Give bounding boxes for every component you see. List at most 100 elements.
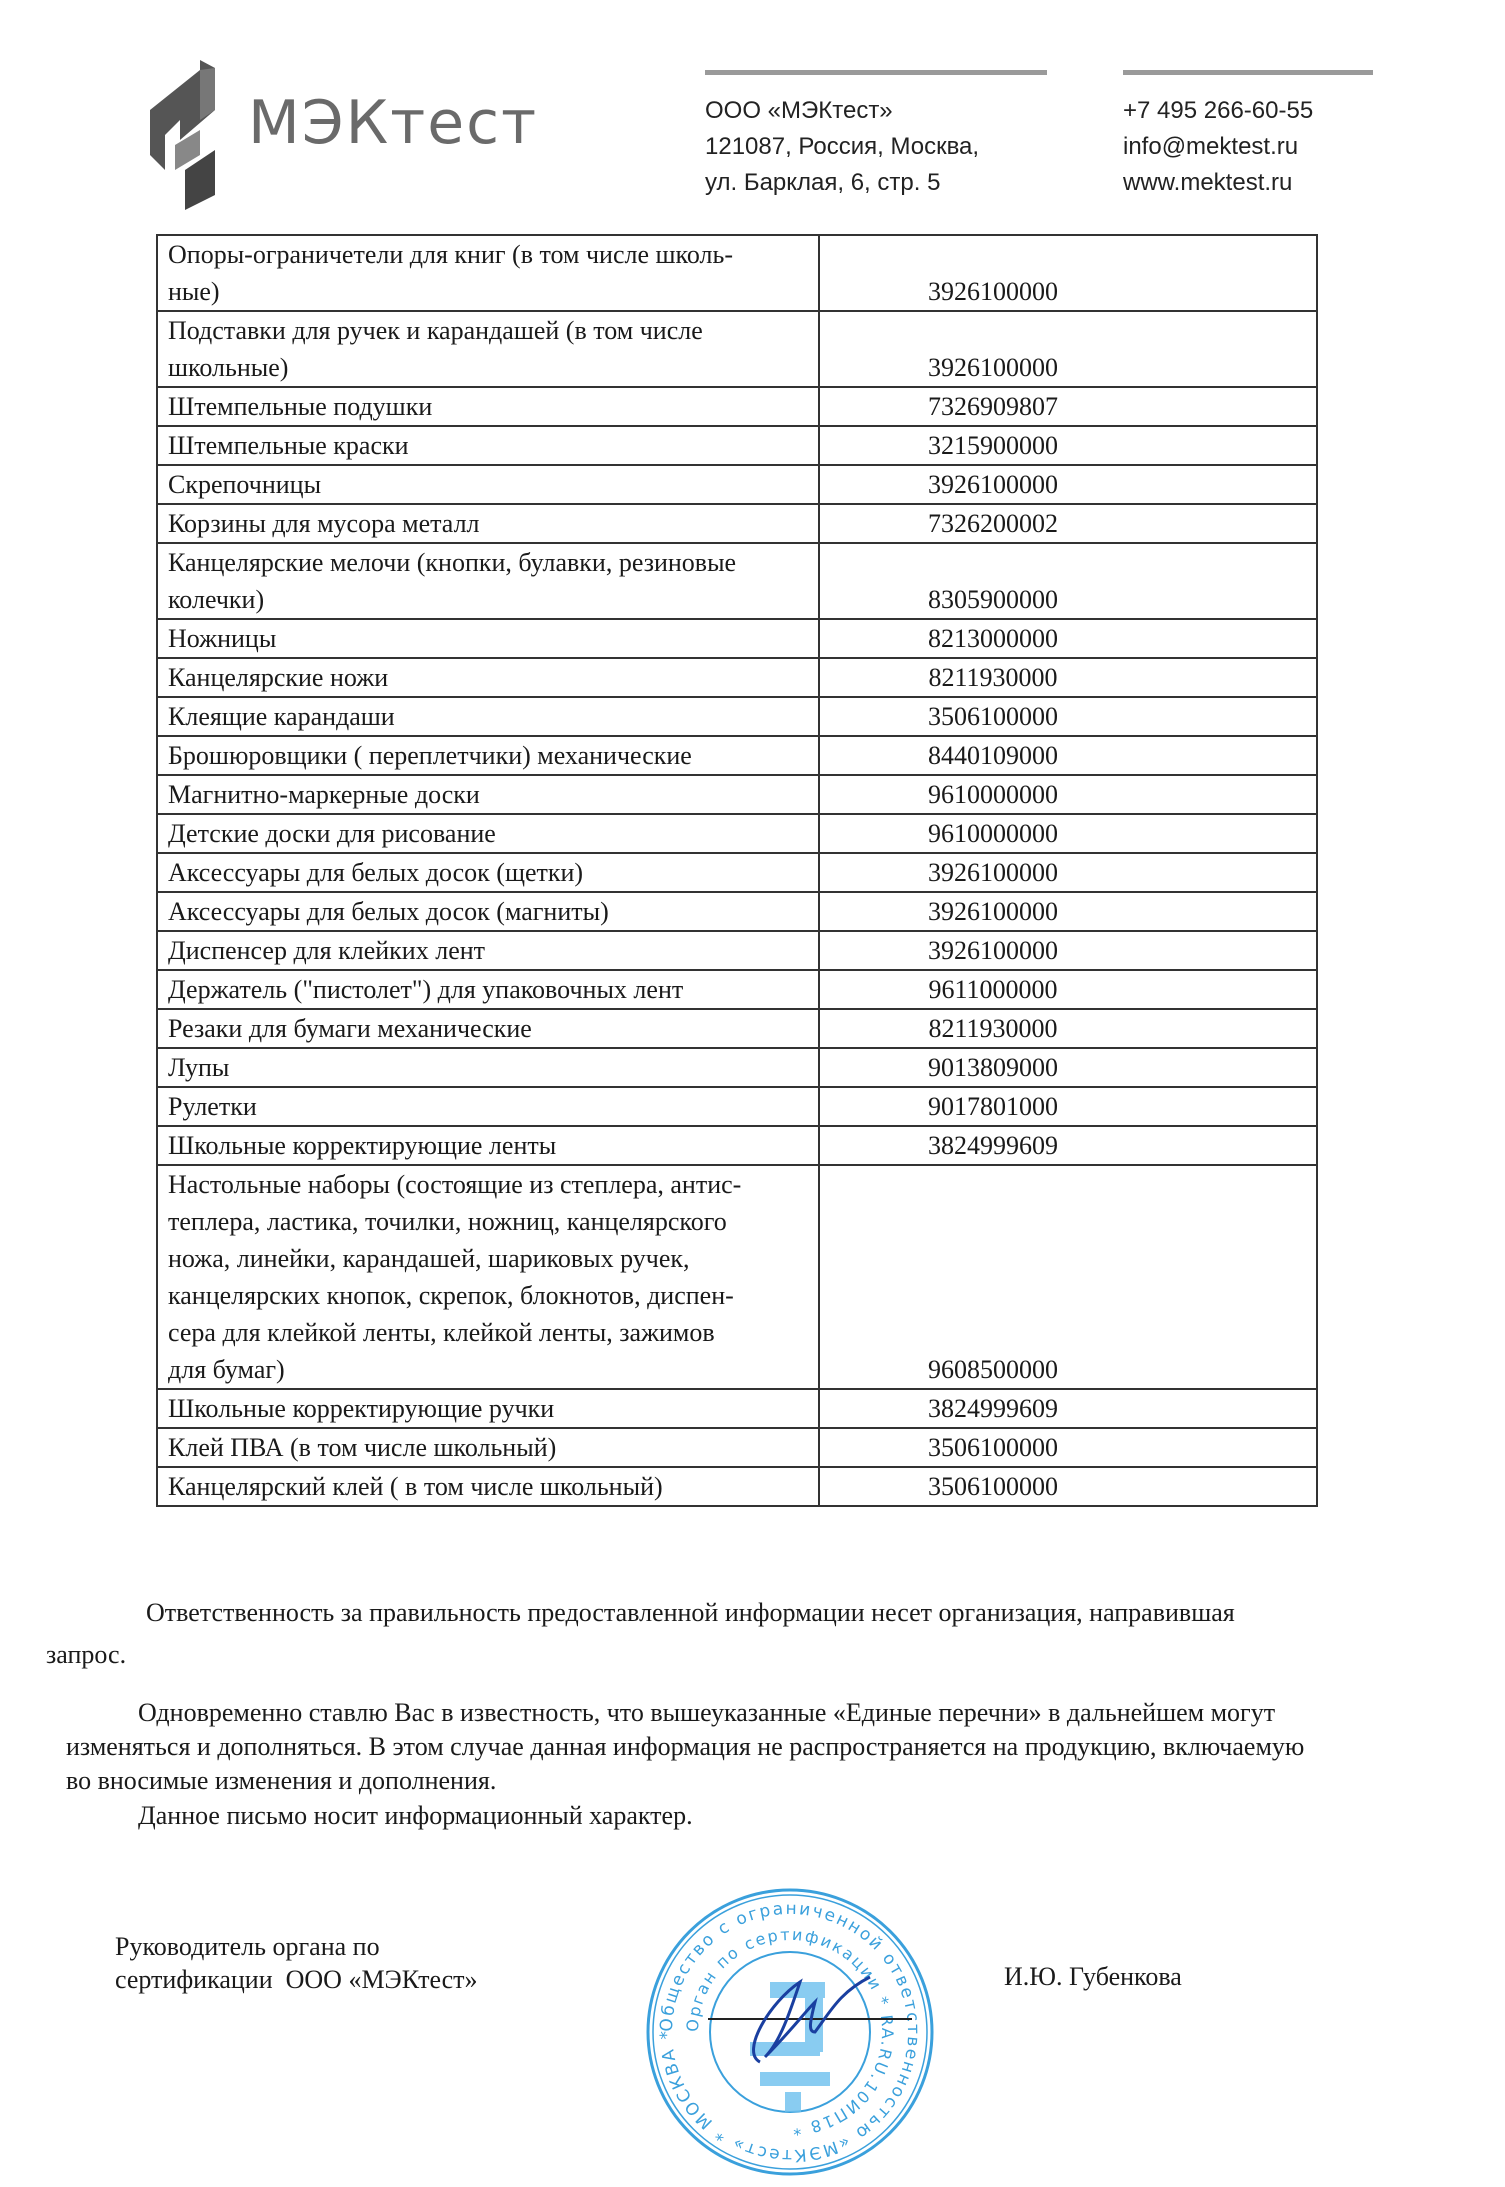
address-line: 121087, Россия, Москва,: [705, 133, 980, 160]
hs-code: 9013809000: [818, 1047, 1318, 1088]
hs-code: 3824999609: [818, 1125, 1318, 1166]
paragraph-notice-cont: во вносимые изменения и дополнения.: [66, 1766, 497, 1795]
product-name: Аксессуары для белых досок (щетки): [156, 852, 820, 893]
table-row: Опоры-ограничетели для книг (в том числе…: [156, 234, 1318, 312]
header-divider: [705, 70, 1047, 75]
email: info@mektest.ru: [1123, 133, 1299, 160]
hs-code: 8211930000: [818, 657, 1318, 698]
product-name: Резаки для бумаги механические: [156, 1008, 820, 1049]
hs-code: 3926100000: [818, 891, 1318, 932]
hs-code: 7326909807: [818, 386, 1318, 427]
product-name: Корзины для мусора металл: [156, 503, 820, 544]
product-name: Ножницы: [156, 618, 820, 659]
table-row: Штемпельные краски 3215900000: [156, 425, 1318, 466]
table-row: Канцелярские мелочи (кнопки, булавки, ре…: [156, 542, 1318, 620]
product-name: Подставки для ручек и карандашей (в том …: [156, 310, 820, 388]
address-line: ул. Барклая, 6, стр. 5: [705, 169, 941, 196]
product-name: Канцелярские мелочи (кнопки, булавки, ре…: [156, 542, 820, 620]
hs-code: 3926100000: [818, 930, 1318, 971]
table-row: Подставки для ручек и карандашей (в том …: [156, 310, 1318, 388]
product-name: Штемпельные подушки: [156, 386, 820, 427]
hs-code: 3506100000: [818, 696, 1318, 737]
hs-code: 9608500000: [818, 1164, 1318, 1390]
product-name: Скрепочницы: [156, 464, 820, 505]
hs-code: 8305900000: [818, 542, 1318, 620]
table-row: Аксессуары для белых досок (магниты) 3926…: [156, 891, 1318, 932]
product-codes-table: Опоры-ограничетели для книг (в том числе…: [156, 234, 1318, 1507]
product-name: Лупы: [156, 1047, 820, 1088]
table-row: Школьные корректирующие ручки 3824999609: [156, 1388, 1318, 1429]
hs-code: 3215900000: [818, 425, 1318, 466]
table-row: Ножницы 8213000000: [156, 618, 1318, 659]
product-name: Рулетки: [156, 1086, 820, 1127]
product-name: Канцелярские ножи: [156, 657, 820, 698]
product-name: Диспенсер для клейких лент: [156, 930, 820, 971]
hs-code: 9017801000: [818, 1086, 1318, 1127]
hs-code: 8213000000: [818, 618, 1318, 659]
product-name: Клеящие карандаши: [156, 696, 820, 737]
table-row: Рулетки 9017801000: [156, 1086, 1318, 1127]
product-name: Держатель ("пистолет") для упаковочных л…: [156, 969, 820, 1010]
hs-code: 7326200002: [818, 503, 1318, 544]
paragraph-responsibility: Ответственность за правильность предоста…: [146, 1598, 1235, 1627]
hs-code: 3824999609: [818, 1388, 1318, 1429]
table-row: Диспенсер для клейких лент 3926100000: [156, 930, 1318, 971]
hs-code: 3926100000: [818, 234, 1318, 312]
signatory-name: И.Ю. Губенкова: [1004, 1962, 1182, 1991]
table-row: Канцелярские ножи 8211930000: [156, 657, 1318, 698]
product-name: Брошюровщики ( переплетчики) механически…: [156, 735, 820, 776]
table-row: Канцелярский клей ( в том числе школьный…: [156, 1466, 1318, 1507]
table-row: Школьные корректирующие ленты 3824999609: [156, 1125, 1318, 1166]
website: www.mektest.ru: [1123, 169, 1293, 196]
company-contacts: +7 495 266-60-55 info@mektest.ru www.mek…: [1123, 93, 1313, 201]
company-address: ООО «МЭКтест» 121087, Россия, Москва, ул…: [705, 93, 979, 201]
paragraph-info: Данное письмо носит информационный харак…: [138, 1801, 693, 1830]
product-name: Магнитно-маркерные доски: [156, 774, 820, 815]
product-name: Детские доски для рисование: [156, 813, 820, 854]
hs-code: 8211930000: [818, 1008, 1318, 1049]
hs-code: 8440109000: [818, 735, 1318, 776]
table-row: Клеящие карандаши 3506100000: [156, 696, 1318, 737]
hs-code: 3926100000: [818, 852, 1318, 893]
table-row: Штемпельные подушки 7326909807: [156, 386, 1318, 427]
official-stamp: Общество с ограниченной ответственностью…: [640, 1882, 940, 2182]
company-logo: МЭКтест: [140, 60, 580, 210]
paragraph-responsibility-cont: запрос.: [46, 1640, 127, 1669]
hs-code: 9610000000: [818, 774, 1318, 815]
stamp-seal-icon: Общество с ограниченной ответственностью…: [646, 1888, 934, 2176]
product-name: Аксессуары для белых досок (магниты): [156, 891, 820, 932]
product-name: Канцелярский клей ( в том числе школьный…: [156, 1466, 820, 1507]
product-name: Опоры-ограничетели для книг (в том числе…: [156, 234, 820, 312]
product-name: Клей ПВА (в том числе школьный): [156, 1427, 820, 1468]
logo-mark-icon: [150, 60, 215, 210]
paragraph-notice-cont: изменяться и дополняться. В этом случае …: [66, 1732, 1305, 1761]
signatory-position: сертификации ООО «МЭКтест»: [115, 1965, 478, 1994]
table-row: Настольные наборы (состоящие из степлера…: [156, 1164, 1318, 1390]
table-row: Аксессуары для белых досок (щетки) 392610…: [156, 852, 1318, 893]
table-row: Клей ПВА (в том числе школьный) 350610000…: [156, 1427, 1318, 1468]
table-row: Резаки для бумаги механические 8211930000: [156, 1008, 1318, 1049]
table-row: Скрепочницы 3926100000: [156, 464, 1318, 505]
hs-code: 9610000000: [818, 813, 1318, 854]
hs-code: 3926100000: [818, 464, 1318, 505]
hs-code: 9611000000: [818, 969, 1318, 1010]
table-row: Брошюровщики ( переплетчики) механически…: [156, 735, 1318, 776]
table-row: Детские доски для рисование 9610000000: [156, 813, 1318, 854]
hs-code: 3926100000: [818, 310, 1318, 388]
table-row: Держатель ("пистолет") для упаковочных л…: [156, 969, 1318, 1010]
table-row: Лупы 9013809000: [156, 1047, 1318, 1088]
logo-text: МЭКтест: [248, 88, 539, 158]
product-name: Настольные наборы (состоящие из степлера…: [156, 1164, 820, 1390]
hs-code: 3506100000: [818, 1466, 1318, 1507]
phone: +7 495 266-60-55: [1123, 97, 1314, 124]
product-name: Школьные корректирующие ручки: [156, 1388, 820, 1429]
table-row: Магнитно-маркерные доски 9610000000: [156, 774, 1318, 815]
hs-code: 3506100000: [818, 1427, 1318, 1468]
header-divider: [1123, 70, 1373, 75]
signatory-position: Руководитель органа по: [115, 1932, 380, 1961]
product-name: Школьные корректирующие ленты: [156, 1125, 820, 1166]
company-name: ООО «МЭКтест»: [705, 97, 893, 124]
table-row: Корзины для мусора металл 7326200002: [156, 503, 1318, 544]
product-name: Штемпельные краски: [156, 425, 820, 466]
paragraph-notice: Одновременно ставлю Вас в известность, ч…: [138, 1698, 1276, 1727]
